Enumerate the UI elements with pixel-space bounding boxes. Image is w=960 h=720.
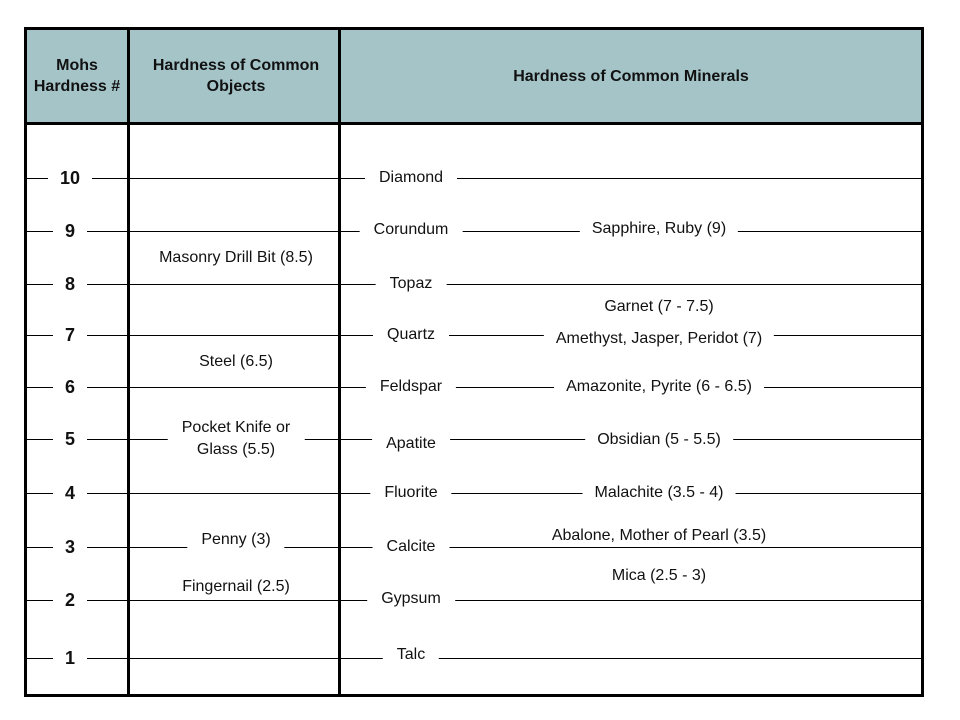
- mineral-label: Talc: [382, 644, 440, 666]
- object-label-line: Glass (5.5): [196, 441, 276, 458]
- row-line: [24, 178, 924, 179]
- example-mineral-label: Sapphire, Ruby (9): [579, 218, 739, 240]
- hardness-table: [24, 27, 924, 697]
- column-divider: [127, 27, 130, 697]
- example-mineral-label: Obsidian (5 - 5.5): [585, 429, 733, 451]
- example-mineral-label: Amethyst, Jasper, Peridot (7): [543, 328, 775, 350]
- example-mineral-label: Abalone, Mother of Pearl (3.5): [539, 525, 779, 547]
- hardness-number: 2: [52, 589, 88, 611]
- object-label: Pocket Knife or Glass (5.5): [167, 417, 305, 461]
- mineral-label: Gypsum: [367, 588, 455, 610]
- mineral-label: Apatite: [372, 433, 450, 455]
- mineral-label: Feldspar: [365, 376, 457, 398]
- hardness-number: 3: [52, 536, 88, 558]
- object-label: Steel (6.5): [185, 351, 287, 373]
- row-line: [24, 600, 924, 601]
- hardness-number: 9: [52, 220, 88, 242]
- column-divider: [338, 27, 341, 697]
- row-line: [24, 439, 924, 440]
- mineral-label: Calcite: [372, 536, 450, 558]
- hardness-number: 4: [52, 482, 88, 504]
- object-label: Masonry Drill Bit (8.5): [145, 247, 327, 269]
- object-label-line: Pocket Knife or: [181, 419, 291, 436]
- example-mineral-label: Mica (2.5 - 3): [599, 565, 719, 587]
- hardness-number: 10: [47, 167, 93, 189]
- mineral-label: Quartz: [372, 324, 450, 346]
- row-line: [24, 547, 924, 548]
- hardness-number: 1: [52, 647, 88, 669]
- header-common-minerals: Hardness of Common Minerals: [513, 67, 749, 85]
- row-line: [24, 284, 924, 285]
- row-line: [24, 493, 924, 494]
- header-mohs-hardness: Mohs Hardness #: [33, 57, 121, 95]
- hardness-number: 6: [52, 376, 88, 398]
- mineral-label: Topaz: [375, 273, 447, 295]
- header-common-objects: Hardness of Common Objects: [152, 57, 320, 95]
- row-line: [24, 335, 924, 336]
- hardness-number: 8: [52, 273, 88, 295]
- hardness-number: 7: [52, 324, 88, 346]
- mineral-label: Corundum: [359, 219, 463, 241]
- row-line: [24, 387, 924, 388]
- hardness-number: 5: [52, 428, 88, 450]
- row-line: [24, 231, 924, 232]
- row-line: [24, 658, 924, 659]
- example-mineral-label: Garnet (7 - 7.5): [592, 296, 726, 318]
- object-label: Penny (3): [187, 529, 285, 551]
- mineral-label: Diamond: [364, 167, 458, 189]
- example-mineral-label: Amazonite, Pyrite (6 - 6.5): [554, 376, 764, 398]
- example-mineral-label: Malachite (3.5 - 4): [582, 482, 736, 504]
- object-label: Fingernail (2.5): [168, 576, 304, 598]
- table-header: [24, 27, 924, 125]
- mineral-label: Fluorite: [370, 482, 452, 504]
